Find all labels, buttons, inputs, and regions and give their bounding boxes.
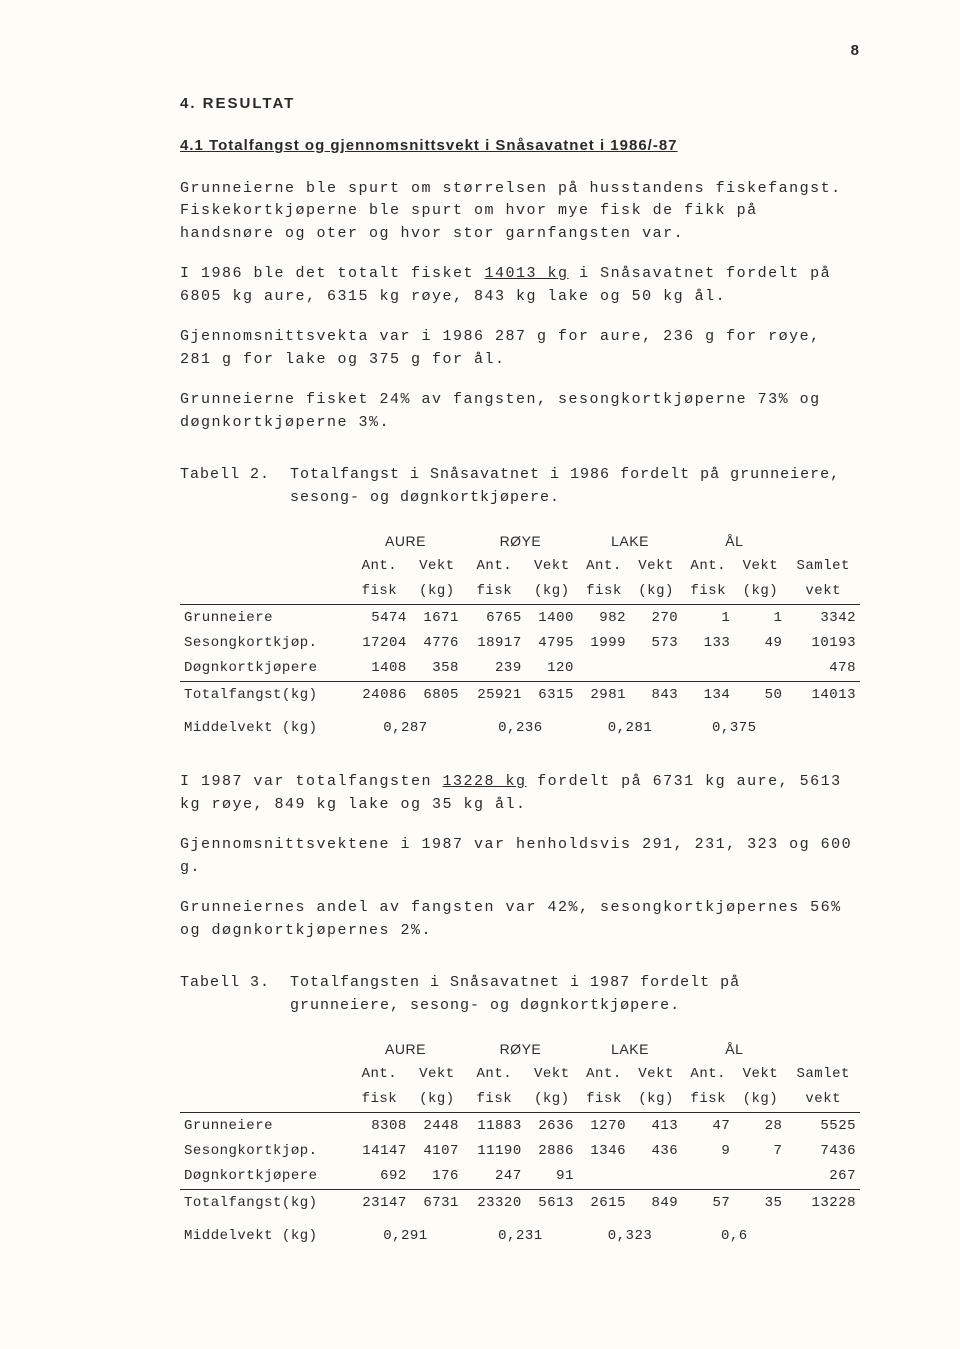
paragraph-7: Grunneiernes andel av fangsten var 42%, …: [180, 897, 860, 942]
table-row: Døgnkortkjøpere1408358239120478: [180, 656, 860, 682]
paragraph-3: Gjennomsnittsvekta var i 1986 287 g for …: [180, 326, 860, 371]
col-group-al: ÅL: [682, 529, 786, 554]
paragraph-1: Grunneierne ble spurt om størrelsen på h…: [180, 178, 860, 246]
col-group-lake: LAKE: [578, 529, 682, 554]
col-samlet: Samlet: [786, 554, 860, 579]
col-vekt: vekt: [786, 579, 860, 605]
middel-row: Middelvekt (kg)0,2910,2310,3230,6: [180, 1216, 860, 1249]
table-row: Grunneiere830824481188326361270413472855…: [180, 1114, 860, 1139]
col-group-roye: RØYE: [463, 529, 578, 554]
table-3-caption-text: Totalfangsten i Snåsavatnet i 1987 forde…: [290, 972, 860, 1017]
paragraph-5: I 1987 var totalfangsten 13228 kg fordel…: [180, 771, 860, 816]
section-title: 4. RESULTAT: [180, 93, 860, 116]
paragraph-6: Gjennomsnittsvektene i 1987 var henholds…: [180, 834, 860, 879]
table-2-caption-text: Totalfangst i Snåsavatnet i 1986 fordelt…: [290, 464, 860, 509]
table-2-caption: Tabell 2. Totalfangst i Snåsavatnet i 19…: [180, 464, 860, 509]
table-row: Sesongkortkjøp.1414741071119028861346436…: [180, 1139, 860, 1164]
table-3: AURE RØYE LAKE ÅL Ant.Vekt Ant.Vekt Ant.…: [180, 1037, 860, 1249]
table-3-label: Tabell 3.: [180, 972, 280, 995]
page-number: 8: [180, 40, 860, 63]
total-row: Totalfangst(kg)2408668052592163152981843…: [180, 683, 860, 708]
paragraph-4: Grunneierne fisket 24% av fangsten, seso…: [180, 389, 860, 434]
table-row: Døgnkortkjøpere69217624791267: [180, 1164, 860, 1190]
table-3-caption: Tabell 3. Totalfangsten i Snåsavatnet i …: [180, 972, 860, 1017]
col-group-aure: AURE: [348, 529, 463, 554]
table-2: AURE RØYE LAKE ÅL Ant.Vekt Ant.Vekt Ant.…: [180, 529, 860, 741]
table-row: Sesongkortkjøp.1720447761891747951999573…: [180, 631, 860, 656]
middel-row: Middelvekt (kg)0,2870,2360,2810,375: [180, 708, 860, 741]
paragraph-2: I 1986 ble det totalt fisket 14013 kg i …: [180, 263, 860, 308]
table-2-label: Tabell 2.: [180, 464, 280, 487]
subsection-title: 4.1 Totalfangst og gjennomsnittsvekt i S…: [180, 135, 860, 158]
table-row: Grunneiere5474167167651400982270113342: [180, 606, 860, 631]
total-row: Totalfangst(kg)2314767312332056132615849…: [180, 1191, 860, 1216]
